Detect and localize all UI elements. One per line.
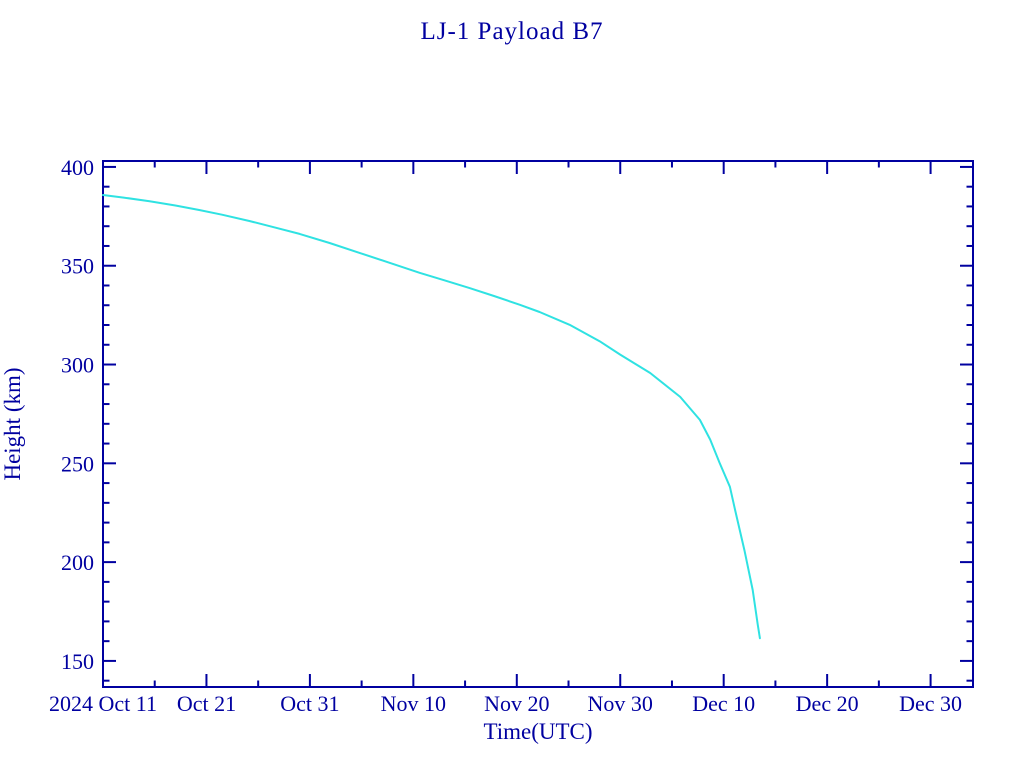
y-tick-label: 150 [61, 649, 94, 674]
y-axis-title: Height (km) [0, 367, 25, 480]
x-tick-label: Nov 10 [381, 691, 446, 716]
y-tick-label: 350 [61, 254, 94, 279]
x-tick-label: Dec 20 [796, 691, 859, 716]
x-tick-label: 2024 Oct 11 [49, 691, 157, 716]
decay-curve [102, 194, 761, 640]
x-axis-tick-labels: 2024 Oct 11 Oct 21 Oct 31 Nov 10 Nov 20 Nov 3… [49, 691, 962, 716]
x-tick-label: Nov 30 [588, 691, 653, 716]
y-tick-label: 250 [61, 451, 94, 476]
y-axis-tick-labels: 150 200 250 300 350 400 [61, 155, 94, 674]
plot-frame [102, 160, 974, 688]
axis-ticks [102, 161, 973, 687]
x-tick-label: Oct 21 [177, 691, 236, 716]
x-tick-label: Nov 20 [484, 691, 549, 716]
y-tick-label: 200 [61, 550, 94, 575]
x-tick-label: Oct 31 [280, 691, 339, 716]
x-tick-label: Dec 10 [692, 691, 755, 716]
chart-title: LJ-1 Payload B7 [420, 18, 603, 45]
y-tick-label: 400 [61, 155, 94, 180]
x-tick-label: Dec 30 [899, 691, 962, 716]
x-axis-title: Time(UTC) [483, 719, 592, 744]
y-tick-label: 300 [61, 353, 94, 378]
